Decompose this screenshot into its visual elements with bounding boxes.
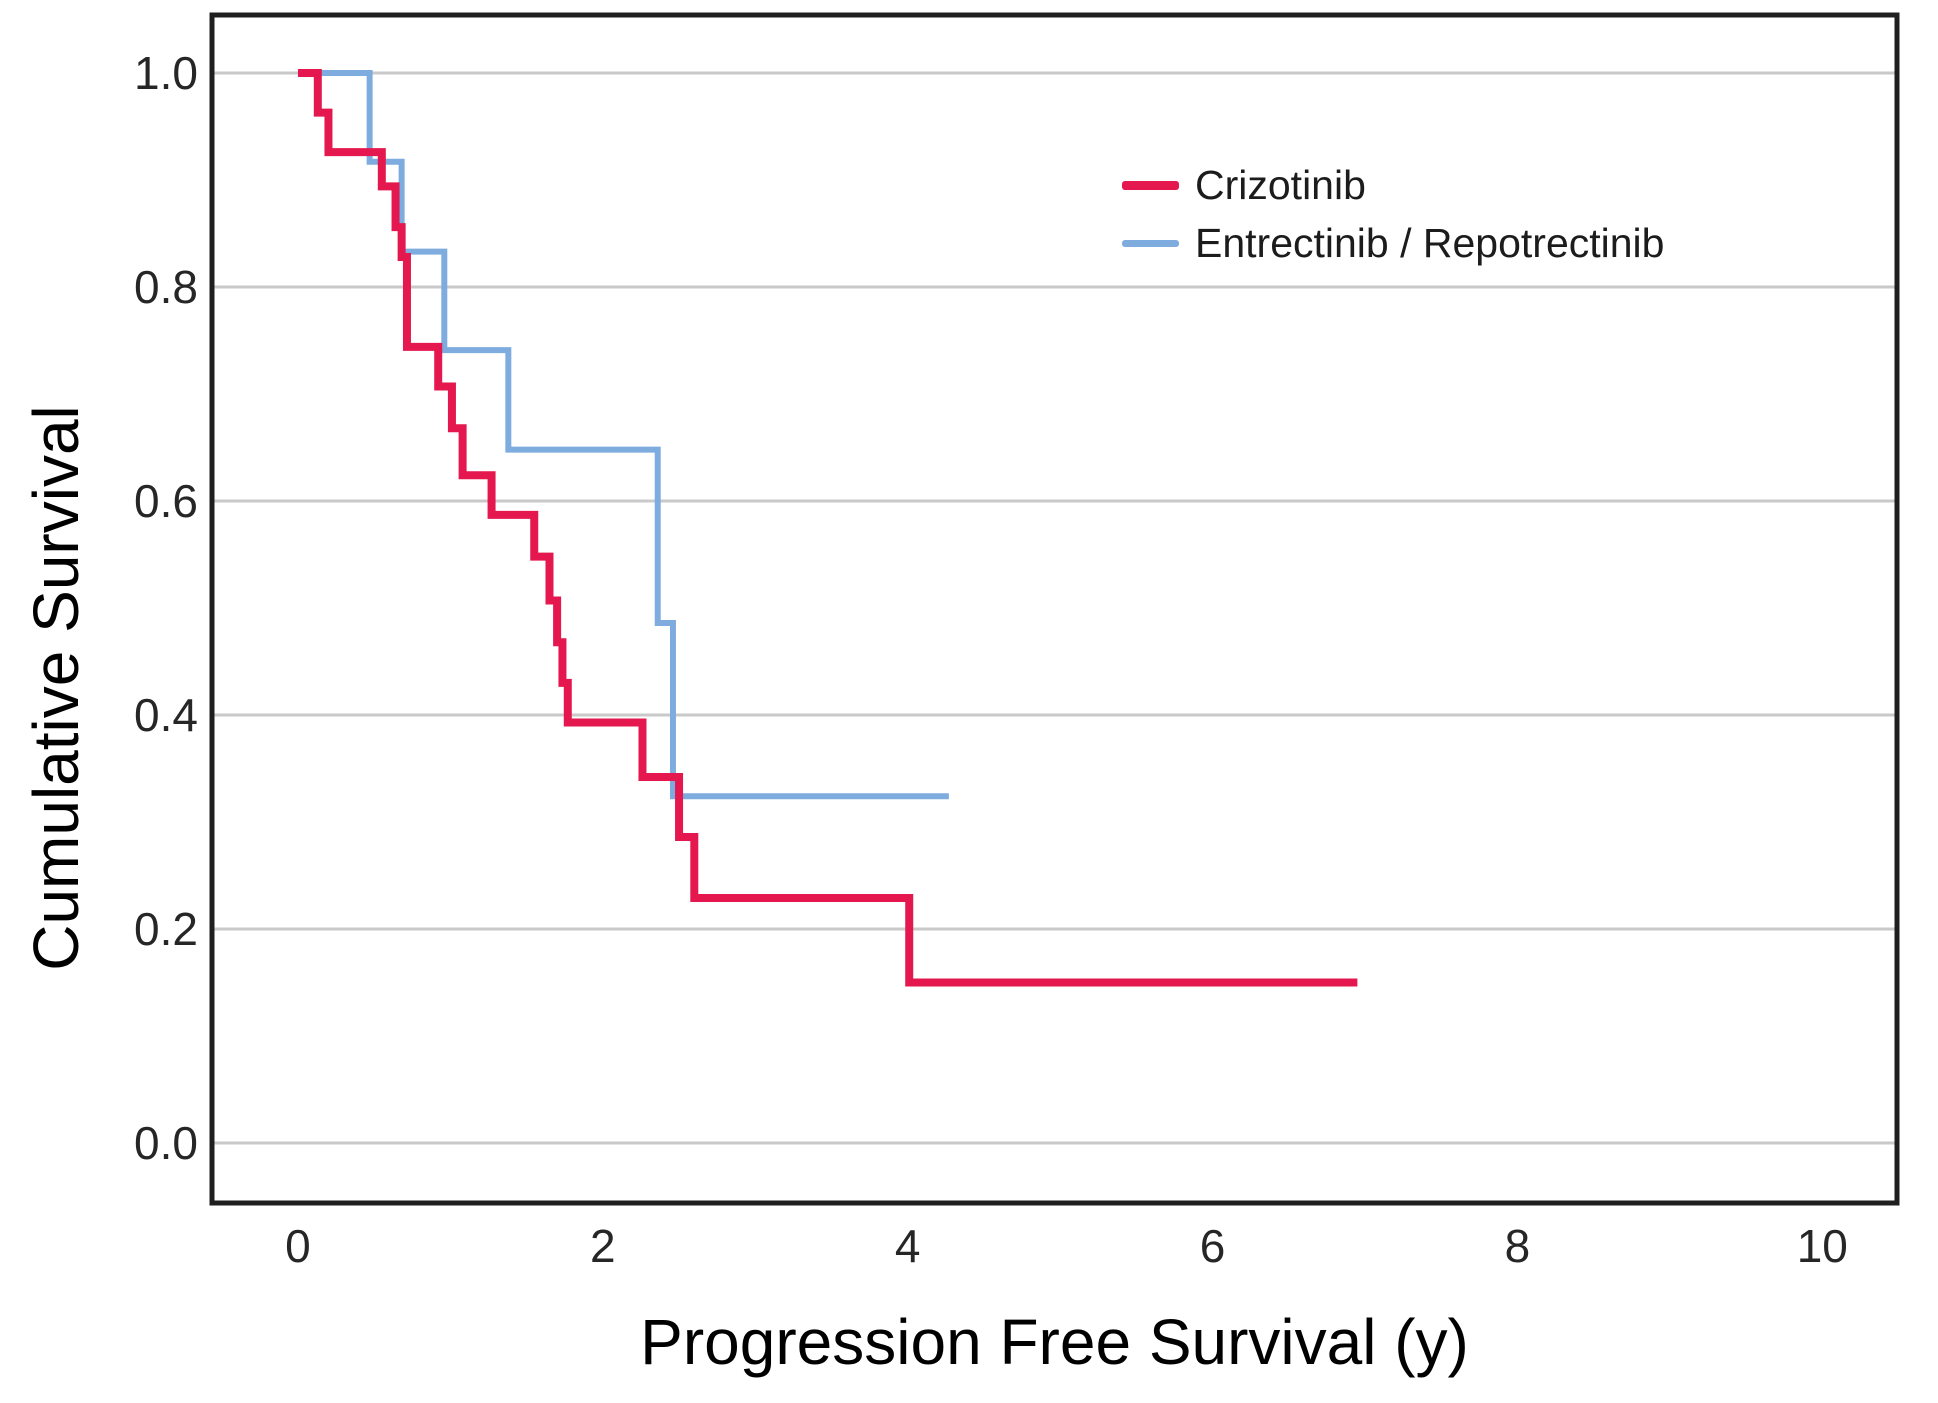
legend: Crizotinib Entrectinib / Repotrectinib [1122,156,1664,272]
y-tick-label-0.0: 0.0 [134,1117,198,1169]
y-tick-label-0.4: 0.4 [134,689,198,741]
x-tick-label-10: 10 [1797,1220,1848,1272]
survival-curve-crizotinib [297,68,1358,987]
legend-item-entrectinib-repotrectinib: Entrectinib / Repotrectinib [1122,214,1664,272]
survival-curve-entrectinib-repotrectinib [297,69,949,800]
legend-item-crizotinib: Crizotinib [1122,156,1664,214]
x-tick-label-2: 2 [590,1220,616,1272]
y-axis-title: Cumulative Survival [20,405,92,971]
y-tick-label-0.8: 0.8 [134,261,198,313]
legend-line-sample [1122,239,1179,247]
x-tick-label-4: 4 [895,1220,921,1272]
x-tick-label-6: 6 [1200,1220,1226,1272]
x-tick-label-0: 0 [285,1220,311,1272]
y-tick-label-1.0: 1.0 [134,47,198,99]
y-tick-label-0.2: 0.2 [134,903,198,955]
plot-frame [209,12,1900,1206]
legend-line-sample [1122,180,1179,190]
legend-label: Crizotinib [1195,161,1366,208]
x-tick-label-8: 8 [1505,1220,1531,1272]
legend-label: Entrectinib / Repotrectinib [1195,219,1665,266]
y-tick-label-0.6: 0.6 [134,475,198,527]
x-axis-title: Progression Free Survival (y) [640,1306,1469,1378]
